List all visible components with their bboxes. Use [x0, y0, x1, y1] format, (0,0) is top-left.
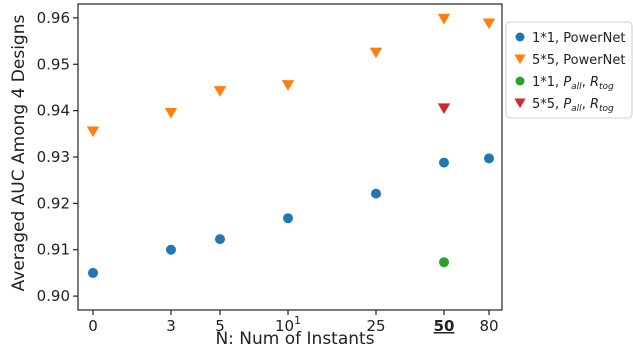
series-2-point [281, 80, 295, 91]
legend-entry-1: 1*1, PowerNet [532, 31, 625, 46]
data-points [86, 13, 496, 278]
series-2-point [164, 107, 178, 119]
series-1-point [371, 188, 381, 199]
legend-entry-4: 5*5, Pall, Rtog [532, 97, 614, 114]
y-tick-label: 0.95 [37, 55, 70, 73]
x-tick-label: 50 [434, 317, 455, 335]
series-1-point [439, 157, 449, 168]
series-2-point [437, 13, 451, 25]
y-tick-label: 0.96 [37, 9, 70, 27]
x-axis-ticks: 0 3 5 101 25 50 80 [88, 310, 499, 335]
x-axis-label: N: Num of Instants [215, 329, 374, 349]
legend-marker [514, 98, 526, 109]
x-tick-label: 0 [88, 317, 98, 335]
x-tick-label: 101 [275, 314, 301, 335]
series-1-point [484, 153, 494, 164]
legend-entry-3: 1*1, Pall, Rtog [532, 75, 614, 92]
series-2-point [86, 126, 100, 138]
plot-border [77, 3, 503, 311]
series-1-point [88, 267, 98, 278]
x-tick-label: 3 [166, 317, 176, 335]
legend: 1*1, PowerNet 5*5, PowerNet 1*1, Pall, Rto… [505, 21, 633, 119]
plot-area [77, 3, 503, 311]
series-2-point [482, 18, 496, 30]
y-tick-label: 0.93 [37, 148, 70, 166]
legend-entry-2: 5*5, PowerNet [532, 53, 625, 68]
series-1-point [215, 234, 225, 245]
x-tick-label: 25 [366, 317, 385, 335]
y-tick-label: 0.91 [37, 241, 70, 259]
y-axis-label: Averaged AUC Among 4 Designs [9, 15, 29, 292]
y-tick-label: 0.90 [37, 287, 70, 305]
x-tick-label: 5 [215, 317, 225, 335]
legend-marker [514, 54, 526, 65]
series-4-point [437, 103, 451, 114]
series-2-point [369, 47, 383, 59]
series-3-point [439, 257, 449, 268]
series-1-point [166, 244, 176, 255]
y-tick-label: 0.92 [37, 194, 70, 212]
y-tick-label: 0.94 [37, 102, 70, 120]
x-tick-label: 80 [479, 317, 498, 335]
series-1-point [283, 213, 293, 224]
y-axis-ticks: 0.90 0.91 0.92 0.93 0.94 0.95 0.96 [37, 9, 78, 305]
legend-marker [515, 76, 525, 86]
legend-box [505, 21, 633, 119]
series-2-point [213, 86, 227, 97]
legend-marker [515, 32, 525, 42]
